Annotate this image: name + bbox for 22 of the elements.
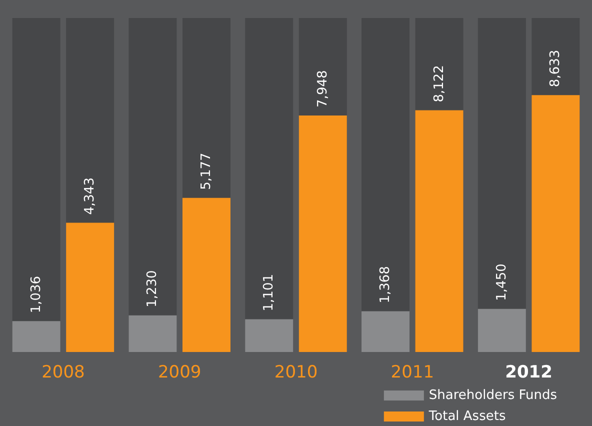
legend-label: Shareholders Funds: [428, 388, 558, 403]
data-label: 5,177: [198, 152, 214, 190]
bar: [362, 311, 410, 352]
data-label: 8,633: [548, 50, 564, 88]
data-label: 1,036: [28, 276, 44, 314]
x-tick-label: 2009: [158, 362, 202, 382]
data-label: 1,450: [494, 264, 510, 301]
data-label: 4,343: [82, 178, 98, 215]
data-label: 1,230: [145, 270, 160, 308]
bar: [128, 315, 177, 352]
data-label: 7,948: [315, 70, 330, 108]
x-tick-label: 2011: [390, 362, 434, 382]
bar: [12, 321, 60, 352]
x-tick-label: 2012: [505, 362, 552, 382]
data-label: 1,368: [378, 266, 394, 304]
data-label: 1,101: [262, 274, 277, 312]
legend-label: Total Assets: [428, 409, 506, 424]
x-tick-label: 2008: [42, 362, 85, 382]
data-label: 8,122: [432, 65, 447, 102]
bar: [478, 308, 526, 352]
bar: [245, 319, 294, 352]
x-tick-label: 2010: [274, 362, 318, 382]
